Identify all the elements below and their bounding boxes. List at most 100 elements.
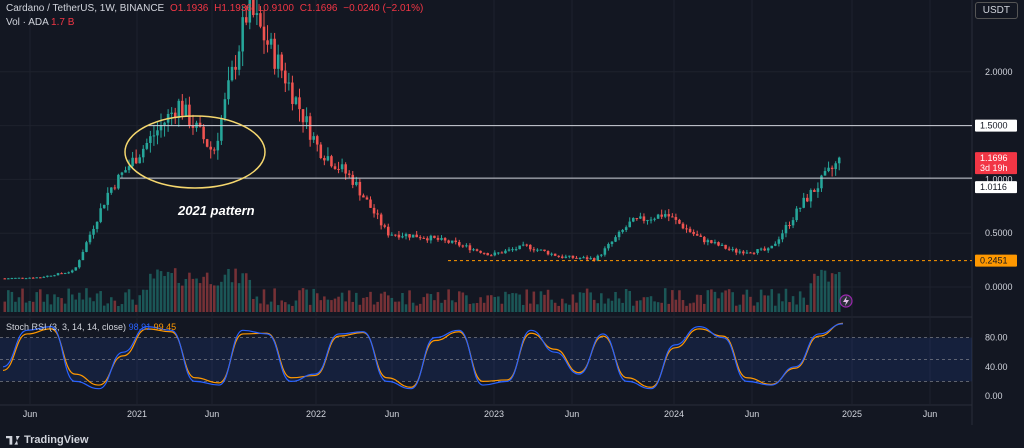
- candle-body: [532, 249, 536, 251]
- candle-body: [511, 249, 514, 251]
- candle-body: [191, 125, 195, 128]
- price-label-box: [975, 254, 1017, 267]
- volume-bar: [408, 290, 411, 312]
- candle-body: [291, 82, 294, 104]
- volume-bar: [294, 300, 298, 312]
- volume-bar: [653, 301, 656, 312]
- candle-body: [514, 249, 518, 251]
- volume-bar: [31, 301, 35, 312]
- stoch-rsi-title[interactable]: Stoch RSI (3, 3, 14, 14, close): [6, 322, 127, 332]
- volume-bar: [521, 304, 525, 312]
- volume-bar: [770, 289, 774, 312]
- volume-bar: [120, 304, 124, 312]
- candle-body: [138, 157, 141, 164]
- price-label-box: [975, 119, 1017, 132]
- volume-bar: [745, 289, 749, 312]
- candle-body: [60, 273, 63, 275]
- pattern-annotation: 2021 pattern: [178, 203, 255, 218]
- volume-bar: [376, 301, 379, 312]
- candle-body: [596, 255, 600, 261]
- volume-bar: [720, 292, 724, 312]
- volume-bar: [685, 305, 688, 312]
- candle-body: [333, 166, 337, 169]
- candle-body: [259, 13, 262, 27]
- volume-bar: [596, 303, 600, 312]
- volume-bar: [259, 303, 262, 312]
- volume-bar: [663, 288, 667, 312]
- rsi-y-tick-label: 40.00: [985, 362, 1008, 372]
- volume-bar: [703, 303, 706, 312]
- volume-bar: [191, 278, 195, 312]
- candle-body: [56, 273, 60, 276]
- candle-body: [323, 158, 326, 161]
- candle-body: [571, 255, 575, 258]
- candle-body: [3, 278, 7, 280]
- tradingview-brand[interactable]: TradingView: [6, 434, 89, 446]
- candle-body: [340, 164, 344, 170]
- candle-body: [74, 267, 78, 271]
- volume-bar: [418, 303, 422, 312]
- volume-bar: [426, 293, 429, 312]
- candle-body: [678, 219, 681, 224]
- volume-bar: [415, 305, 418, 312]
- stoch-k-line: [2, 323, 844, 390]
- volume-bar: [628, 291, 631, 312]
- candle-body: [663, 214, 667, 217]
- candle-body: [244, 17, 248, 23]
- volume-bar: [205, 272, 209, 312]
- candle-body: [443, 238, 447, 241]
- candle-body: [63, 272, 67, 274]
- candle-body: [518, 245, 521, 250]
- candle-body: [468, 245, 472, 251]
- volume-bar: [95, 293, 99, 312]
- candle-body: [415, 234, 418, 238]
- volume-bar: [330, 300, 333, 312]
- volume-bar: [56, 297, 60, 312]
- candle-body: [628, 221, 631, 228]
- candle-body: [781, 233, 784, 240]
- volume-bar: [369, 291, 372, 312]
- candle-body: [266, 40, 269, 45]
- volume-bar: [42, 301, 46, 312]
- candle-body: [802, 197, 805, 208]
- currency-button[interactable]: USDT: [974, 2, 1018, 19]
- volume-bar: [227, 268, 230, 312]
- candle-body: [418, 237, 422, 239]
- symbol-title[interactable]: Cardano / TetherUS, 1W, BINANCE: [6, 3, 165, 14]
- volume-bar: [315, 293, 319, 312]
- candle-body: [422, 237, 426, 239]
- volume-bar: [67, 288, 70, 312]
- volume-bar: [404, 304, 408, 312]
- candle-body: [543, 249, 546, 252]
- candle-body: [749, 252, 752, 254]
- volume-bar: [688, 303, 692, 312]
- volume-bar: [3, 301, 7, 312]
- candle-body: [837, 157, 841, 164]
- candle-body: [369, 199, 372, 208]
- candle-body: [738, 251, 742, 253]
- candle-body: [436, 237, 440, 240]
- candle-body: [553, 253, 557, 256]
- volume-bar: [518, 294, 521, 312]
- volume-bar: [802, 297, 805, 312]
- candle-body: [330, 156, 333, 167]
- volume-bar: [276, 305, 280, 312]
- candle-body: [504, 250, 507, 254]
- volume-bar: [678, 290, 681, 312]
- volume-bar: [504, 291, 507, 312]
- candle-body: [827, 167, 830, 172]
- x-tick-label: 2021: [127, 409, 147, 419]
- volume-label[interactable]: Vol · ADA: [6, 17, 49, 28]
- volume-bar: [571, 294, 575, 312]
- volume-bar: [88, 297, 92, 312]
- volume-bar: [713, 291, 717, 312]
- candle-body: [216, 140, 220, 151]
- x-tick-label: Jun: [23, 409, 38, 419]
- volume-bar: [173, 268, 177, 312]
- volume-bar: [181, 285, 184, 312]
- volume-bar: [798, 291, 802, 312]
- volume-bar: [472, 303, 475, 312]
- volume-bar: [262, 289, 266, 312]
- candle-body: [557, 255, 560, 257]
